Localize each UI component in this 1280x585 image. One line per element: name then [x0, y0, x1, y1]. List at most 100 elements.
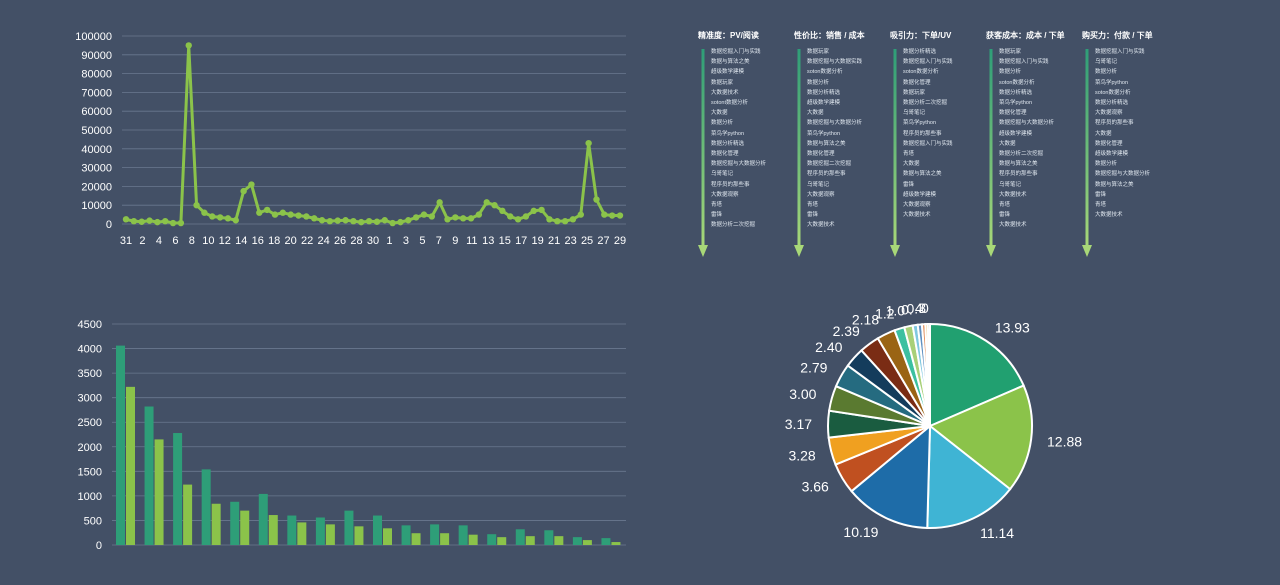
- bar: [544, 530, 554, 545]
- x-tick-label: 27: [597, 235, 609, 247]
- x-tick-label: 9: [452, 235, 458, 247]
- ranking-item: 大数据: [711, 110, 728, 117]
- ranking-item: 数据挖掘与大数据分析: [807, 120, 863, 127]
- ranking-item: 数据玩家: [903, 89, 926, 96]
- bar: [601, 538, 611, 545]
- x-tick-label: 6: [172, 235, 178, 247]
- bar-chart: 0 500 1000 1500 2000 2500 3000 3500 4000 4500: [78, 319, 626, 552]
- ranking-item: 大数据技术: [903, 212, 931, 219]
- y-tick-label: 2500: [78, 417, 102, 429]
- ranking-item: 数据与算法之美: [711, 59, 750, 66]
- ranking-item: soton数据分析: [1095, 89, 1131, 96]
- slice-label: 10.19: [843, 524, 878, 540]
- data-point: [577, 211, 584, 218]
- bar: [211, 503, 221, 545]
- ranking-item: 菜鸟学python: [999, 100, 1033, 107]
- y-tick-label: 4000: [78, 344, 102, 356]
- data-point: [350, 217, 357, 225]
- bar: [126, 386, 135, 545]
- ranking-item: 数据挖掘与大数据分析: [999, 120, 1055, 127]
- bar: [468, 534, 478, 545]
- ranking-item: 数据挖掘入门与实践: [903, 140, 953, 147]
- pie-chart: 13.93 12.88 11.14 10.19 3.66 3.28 3.17 3.00 2.79…: [785, 300, 1082, 541]
- y-tick-label: 70000: [81, 87, 112, 99]
- data-point: [169, 219, 177, 227]
- bar: [611, 542, 621, 545]
- bar: [268, 515, 278, 545]
- ranking-item: 数据化管理: [999, 110, 1027, 117]
- ranking-item: 大数据: [1095, 130, 1112, 137]
- x-tick-label: 5: [419, 235, 425, 247]
- data-point: [467, 215, 475, 222]
- ranking-item: 雷锋: [1095, 191, 1107, 198]
- slice-label: 2.39: [833, 323, 860, 339]
- ranking-item: 数据化管理: [711, 151, 739, 158]
- down-arrow-icon: [1082, 49, 1092, 257]
- ranking-item: 数据玩家: [999, 49, 1022, 55]
- data-point: [193, 202, 200, 209]
- ranking-item: 乌哥笔记: [999, 181, 1022, 188]
- ranking-item: 乌哥笔记: [1095, 59, 1118, 66]
- ranking-item: 超级数学建模: [1095, 151, 1129, 158]
- data-point: [585, 139, 592, 147]
- y-tick-label: 0: [96, 540, 102, 552]
- bar: [173, 433, 183, 545]
- bar: [287, 515, 297, 545]
- x-tick-label: 8: [189, 235, 195, 247]
- slice-label: 0.: [901, 301, 913, 317]
- ranking-item: 程序员的那些事: [1095, 120, 1134, 127]
- ranking-item: 大数据: [903, 161, 920, 168]
- data-point: [428, 213, 436, 220]
- ranking-item: 大数据技术: [807, 222, 835, 229]
- y-tick-label: 80000: [81, 69, 112, 81]
- y-tick-label: 30000: [81, 163, 112, 175]
- ranking-item: 大数据技术: [999, 222, 1027, 229]
- x-tick-label: 23: [564, 235, 576, 247]
- data-point: [342, 217, 349, 224]
- bar: [201, 469, 211, 545]
- bar: [315, 517, 325, 545]
- ranking-item: 数据与算法之美: [903, 171, 942, 178]
- data-point: [310, 215, 318, 222]
- x-tick-label: 16: [252, 235, 264, 247]
- down-arrow-icon: [986, 49, 996, 257]
- ranking-item: 数据分析精选: [711, 140, 745, 147]
- ranking-item: 大数据观察: [1095, 110, 1123, 117]
- ranking-item: 青塔: [1095, 202, 1107, 209]
- ranking-item: 数据分析精选: [807, 89, 841, 96]
- data-point: [122, 216, 130, 223]
- x-tick-label: 28: [350, 235, 362, 247]
- bar: [373, 515, 382, 545]
- pie-slice: [926, 423, 1012, 529]
- x-tick-label: 15: [499, 235, 511, 247]
- ranking-item: 程序员的那些事: [711, 181, 750, 188]
- bar: [497, 537, 507, 545]
- ranking-item: 数据挖掘与大数据实践: [807, 59, 863, 66]
- ranking-item: 超级数学建模: [711, 69, 745, 76]
- ranking-item: 青塔: [999, 202, 1011, 209]
- bar: [258, 493, 268, 545]
- data-point: [256, 209, 263, 216]
- ranking-item: sotont数据分析: [711, 100, 748, 107]
- down-arrow-icon: [890, 49, 900, 257]
- bar: [240, 510, 250, 545]
- ranking-item: 青塔: [903, 151, 915, 158]
- bar: [354, 526, 364, 545]
- y-tick-label: 40000: [81, 144, 112, 156]
- data-point: [546, 216, 553, 223]
- ranking-item: 大数据: [807, 110, 824, 117]
- data-point: [452, 214, 459, 221]
- ranking-item: 数据分析二次挖掘: [999, 151, 1044, 158]
- data-point: [177, 219, 185, 227]
- x-tick-label: 13: [482, 235, 494, 247]
- data-point: [334, 217, 341, 224]
- ranking-item: 菜鸟学python: [903, 120, 937, 127]
- bar: [297, 522, 307, 545]
- x-tick-label: 11: [466, 235, 477, 247]
- x-tick-label: 30: [367, 235, 379, 247]
- ranking-item: 青塔: [711, 202, 723, 209]
- x-tick-label: 25: [581, 235, 593, 247]
- data-point: [483, 199, 490, 206]
- y-tick-label: 60000: [81, 106, 112, 118]
- ranking-item: 数据分析: [807, 79, 830, 86]
